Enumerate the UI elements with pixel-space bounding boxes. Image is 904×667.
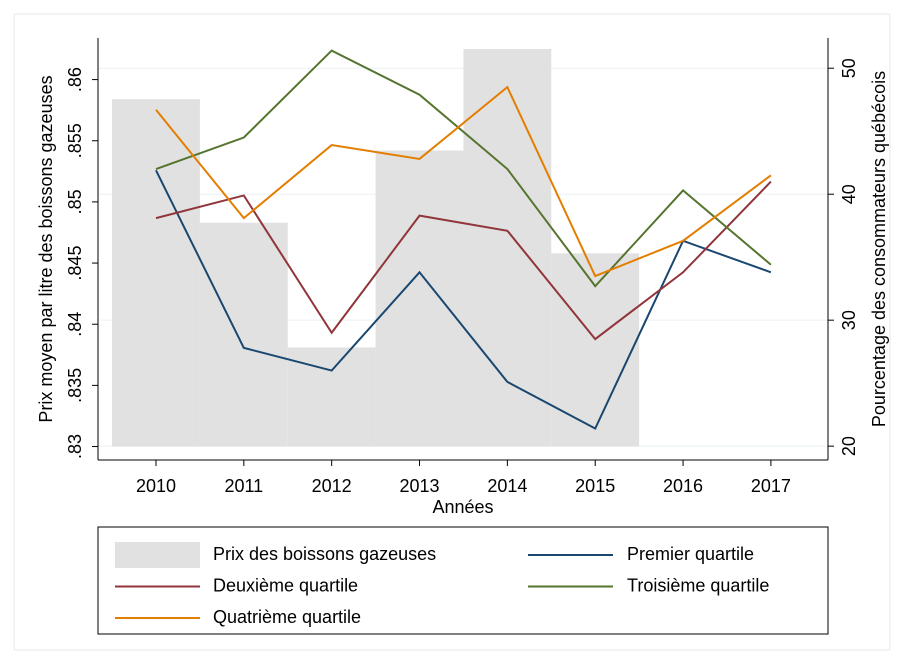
x-tick-label: 2012	[312, 476, 352, 496]
line	[155, 85, 772, 278]
y-tick-label: .83	[65, 434, 85, 459]
x-tick-label: 2014	[487, 476, 527, 496]
x-axis-title: Années	[432, 497, 493, 517]
y-tick-label: .84	[65, 312, 85, 337]
line	[155, 180, 772, 341]
legend-label: Prix des boissons gazeuses	[213, 544, 436, 564]
y2-tick-label: 20	[839, 436, 859, 456]
legend-swatch	[115, 542, 200, 568]
x-tick-label: 2010	[136, 476, 176, 496]
legend-label: Deuxième quartile	[213, 575, 358, 595]
bar	[199, 222, 288, 447]
y2-tick-label: 50	[839, 58, 859, 78]
y-tick-label: .85	[65, 189, 85, 214]
x-tick-label: 2017	[751, 476, 791, 496]
y2-tick-label: 40	[839, 184, 859, 204]
x-tick-label: 2016	[663, 476, 703, 496]
legend-box	[97, 526, 829, 635]
y2-tick-label: 30	[839, 310, 859, 330]
bar	[551, 253, 640, 447]
bar	[112, 99, 200, 447]
bar	[375, 150, 464, 447]
x-tick-label: 2011	[224, 476, 263, 496]
y-axis-title: Prix moyen par litre des boissons gazeus…	[36, 75, 56, 422]
legend-label: Troisième quartile	[627, 575, 769, 595]
x-tick-label: 2013	[399, 476, 439, 496]
legend-label: Quatrième quartile	[213, 607, 361, 627]
y-tick-label: .86	[65, 67, 85, 92]
y2-axis-title: Pourcentage des consommateurs québécois	[869, 71, 889, 427]
x-tick-label: 2015	[575, 476, 615, 496]
y-tick-label: .835	[65, 368, 85, 403]
y-tick-label: .855	[65, 123, 85, 158]
bar	[463, 49, 552, 447]
y-tick-label: .845	[65, 246, 85, 281]
legend-label: Premier quartile	[627, 544, 754, 564]
line	[155, 49, 772, 288]
line	[155, 169, 772, 430]
